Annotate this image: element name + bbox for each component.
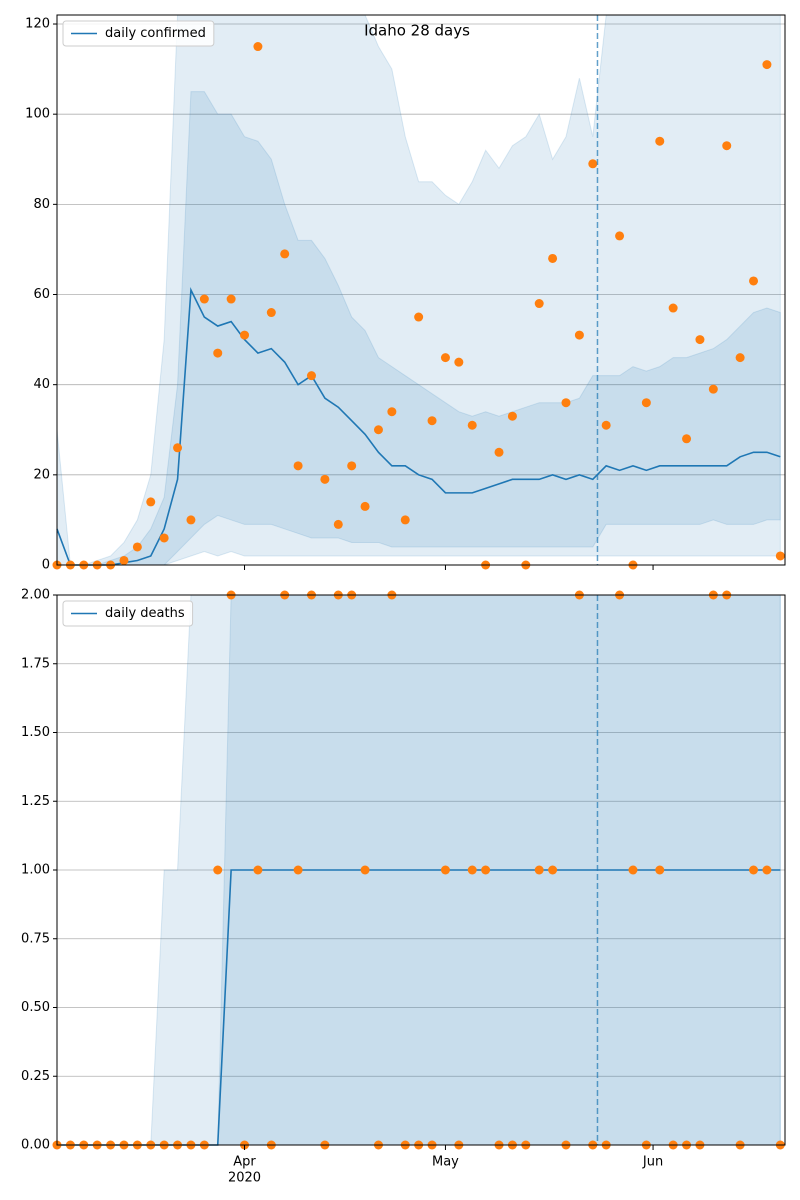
y-tick-label: 0.75	[21, 931, 50, 946]
legend-label: daily deaths	[105, 606, 185, 621]
data-point	[494, 447, 504, 457]
x-tick-label: Jun	[642, 1155, 663, 1170]
y-tick-label: 1.00	[21, 863, 50, 878]
data-point	[414, 312, 424, 322]
y-tick-label: 1.75	[21, 656, 50, 671]
data-point	[119, 555, 129, 565]
y-tick-label: 120	[25, 17, 50, 32]
data-point	[615, 231, 625, 241]
x-year-label: 2020	[228, 1171, 261, 1186]
data-point	[762, 60, 772, 70]
data-point	[320, 474, 330, 484]
data-point	[735, 353, 745, 363]
data-point	[360, 865, 370, 875]
data-point	[360, 501, 370, 511]
plot-frame	[56, 594, 786, 1146]
y-tick-label: 0.25	[21, 1069, 50, 1084]
data-point	[534, 299, 544, 309]
data-point	[548, 253, 558, 263]
data-point	[226, 294, 236, 304]
data-point	[280, 249, 290, 259]
data-point	[749, 276, 759, 286]
data-point	[467, 865, 477, 875]
y-tick-label: 60	[33, 287, 50, 302]
data-point	[159, 533, 169, 543]
confidence-band	[57, 91, 781, 566]
x-tick-label: May	[432, 1155, 459, 1170]
data-point	[146, 497, 156, 507]
data-point	[655, 136, 665, 146]
data-point	[173, 443, 183, 453]
legend: daily confirmed	[62, 20, 215, 47]
data-point	[373, 425, 383, 435]
data-point	[293, 461, 303, 471]
data-point	[253, 42, 263, 52]
data-point	[775, 551, 785, 561]
data-point	[695, 335, 705, 345]
data-point	[333, 519, 343, 529]
data-point	[440, 865, 450, 875]
legend-box	[62, 600, 194, 627]
data-point	[507, 411, 517, 421]
data-point	[454, 357, 464, 367]
data-point	[762, 865, 772, 875]
y-tick-label: 1.50	[21, 725, 50, 740]
data-point	[708, 384, 718, 394]
data-point	[440, 353, 450, 363]
data-point	[481, 865, 491, 875]
y-tick-label: 40	[33, 377, 50, 392]
data-point	[561, 398, 571, 408]
data-point	[213, 348, 223, 358]
data-point	[548, 865, 558, 875]
y-tick-label: 0.50	[21, 1000, 50, 1015]
legend-label: daily confirmed	[105, 26, 206, 41]
data-point	[132, 542, 142, 552]
data-point	[574, 330, 584, 340]
data-point	[601, 420, 611, 430]
y-tick-label: 80	[33, 197, 50, 212]
plot-frame	[56, 14, 786, 566]
y-tick-label: 0.00	[21, 1138, 50, 1153]
data-point	[213, 865, 223, 875]
legend-box	[62, 20, 215, 47]
y-tick-label: 20	[33, 467, 50, 482]
data-point	[186, 515, 196, 525]
data-point	[668, 303, 678, 313]
data-point	[682, 434, 692, 444]
data-point	[749, 865, 759, 875]
data-point	[347, 461, 357, 471]
data-point	[387, 407, 397, 417]
x-tick-label: Apr	[233, 1155, 256, 1170]
legend: daily deaths	[62, 600, 194, 627]
data-point	[199, 294, 209, 304]
data-point	[655, 865, 665, 875]
y-tick-label: 100	[25, 107, 50, 122]
chart-title: Idaho 28 days	[364, 22, 470, 40]
data-point	[266, 308, 276, 318]
data-point	[253, 865, 263, 875]
data-point	[588, 159, 598, 169]
data-point	[240, 330, 250, 340]
data-point	[293, 865, 303, 875]
data-point	[628, 865, 638, 875]
data-point	[641, 398, 651, 408]
data-point	[400, 515, 410, 525]
y-tick-label: 2.00	[21, 588, 50, 603]
data-point	[427, 416, 437, 426]
series-line	[56, 287, 781, 566]
data-point	[467, 420, 477, 430]
data-point	[306, 371, 316, 381]
data-point	[722, 141, 732, 151]
data-point	[534, 865, 544, 875]
y-tick-label: 0	[42, 558, 50, 573]
y-tick-label: 1.25	[21, 794, 50, 809]
